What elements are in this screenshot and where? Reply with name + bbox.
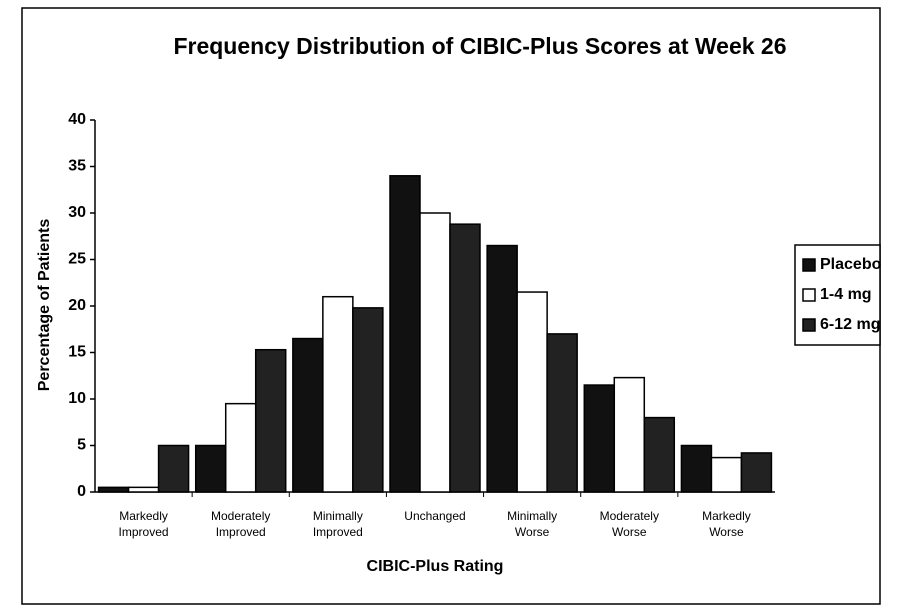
legend-swatch xyxy=(802,318,816,332)
bar xyxy=(486,244,518,493)
bar xyxy=(254,348,287,493)
y-tick-label: 20 xyxy=(68,297,86,314)
bar xyxy=(680,444,713,493)
legend-swatch xyxy=(802,288,816,302)
x-tick-label: Markedly Worse xyxy=(702,509,751,539)
y-tick-label: 10 xyxy=(68,390,86,407)
bar xyxy=(127,486,160,493)
y-tick-label: 30 xyxy=(68,204,86,221)
bar xyxy=(157,444,190,493)
bar xyxy=(710,456,743,493)
x-tick-label: Markedly Improved xyxy=(118,509,169,539)
bar xyxy=(546,333,578,493)
legend-swatch xyxy=(802,258,816,272)
bar xyxy=(194,444,227,493)
bar xyxy=(352,307,384,493)
bar xyxy=(449,223,481,493)
y-tick-label: 5 xyxy=(77,437,86,454)
bar xyxy=(613,376,646,493)
bar xyxy=(419,212,451,493)
x-tick-label: Moderately Improved xyxy=(211,509,271,539)
bar xyxy=(516,291,548,493)
bar xyxy=(740,452,773,493)
chart-title: Frequency Distribution of CIBIC-Plus Sco… xyxy=(173,33,787,59)
x-tick-label: Moderately Worse xyxy=(599,509,659,539)
bar xyxy=(643,416,676,493)
bar xyxy=(583,384,616,493)
legend-label: 6-12 mg xyxy=(820,316,880,333)
bar xyxy=(97,486,130,493)
y-tick-label: 15 xyxy=(68,344,86,361)
x-tick-label: Minimally Worse xyxy=(507,509,558,539)
y-tick-label: 25 xyxy=(68,251,86,268)
bar xyxy=(389,175,421,493)
legend-label: 1-4 mg xyxy=(820,286,872,303)
bar xyxy=(224,402,257,493)
x-tick-label: Unchanged xyxy=(404,509,466,523)
y-tick-label: 0 xyxy=(77,483,86,500)
x-tick-label: Minimally Improved xyxy=(312,509,363,539)
y-tick-label: 35 xyxy=(68,158,86,175)
bar xyxy=(292,337,324,493)
bar xyxy=(322,295,354,493)
y-axis-title: Percentage of Patients xyxy=(36,219,53,392)
x-axis-title: CIBIC-Plus Rating xyxy=(367,558,504,575)
legend-label: Placebo xyxy=(820,256,882,273)
y-tick-label: 40 xyxy=(68,111,86,128)
